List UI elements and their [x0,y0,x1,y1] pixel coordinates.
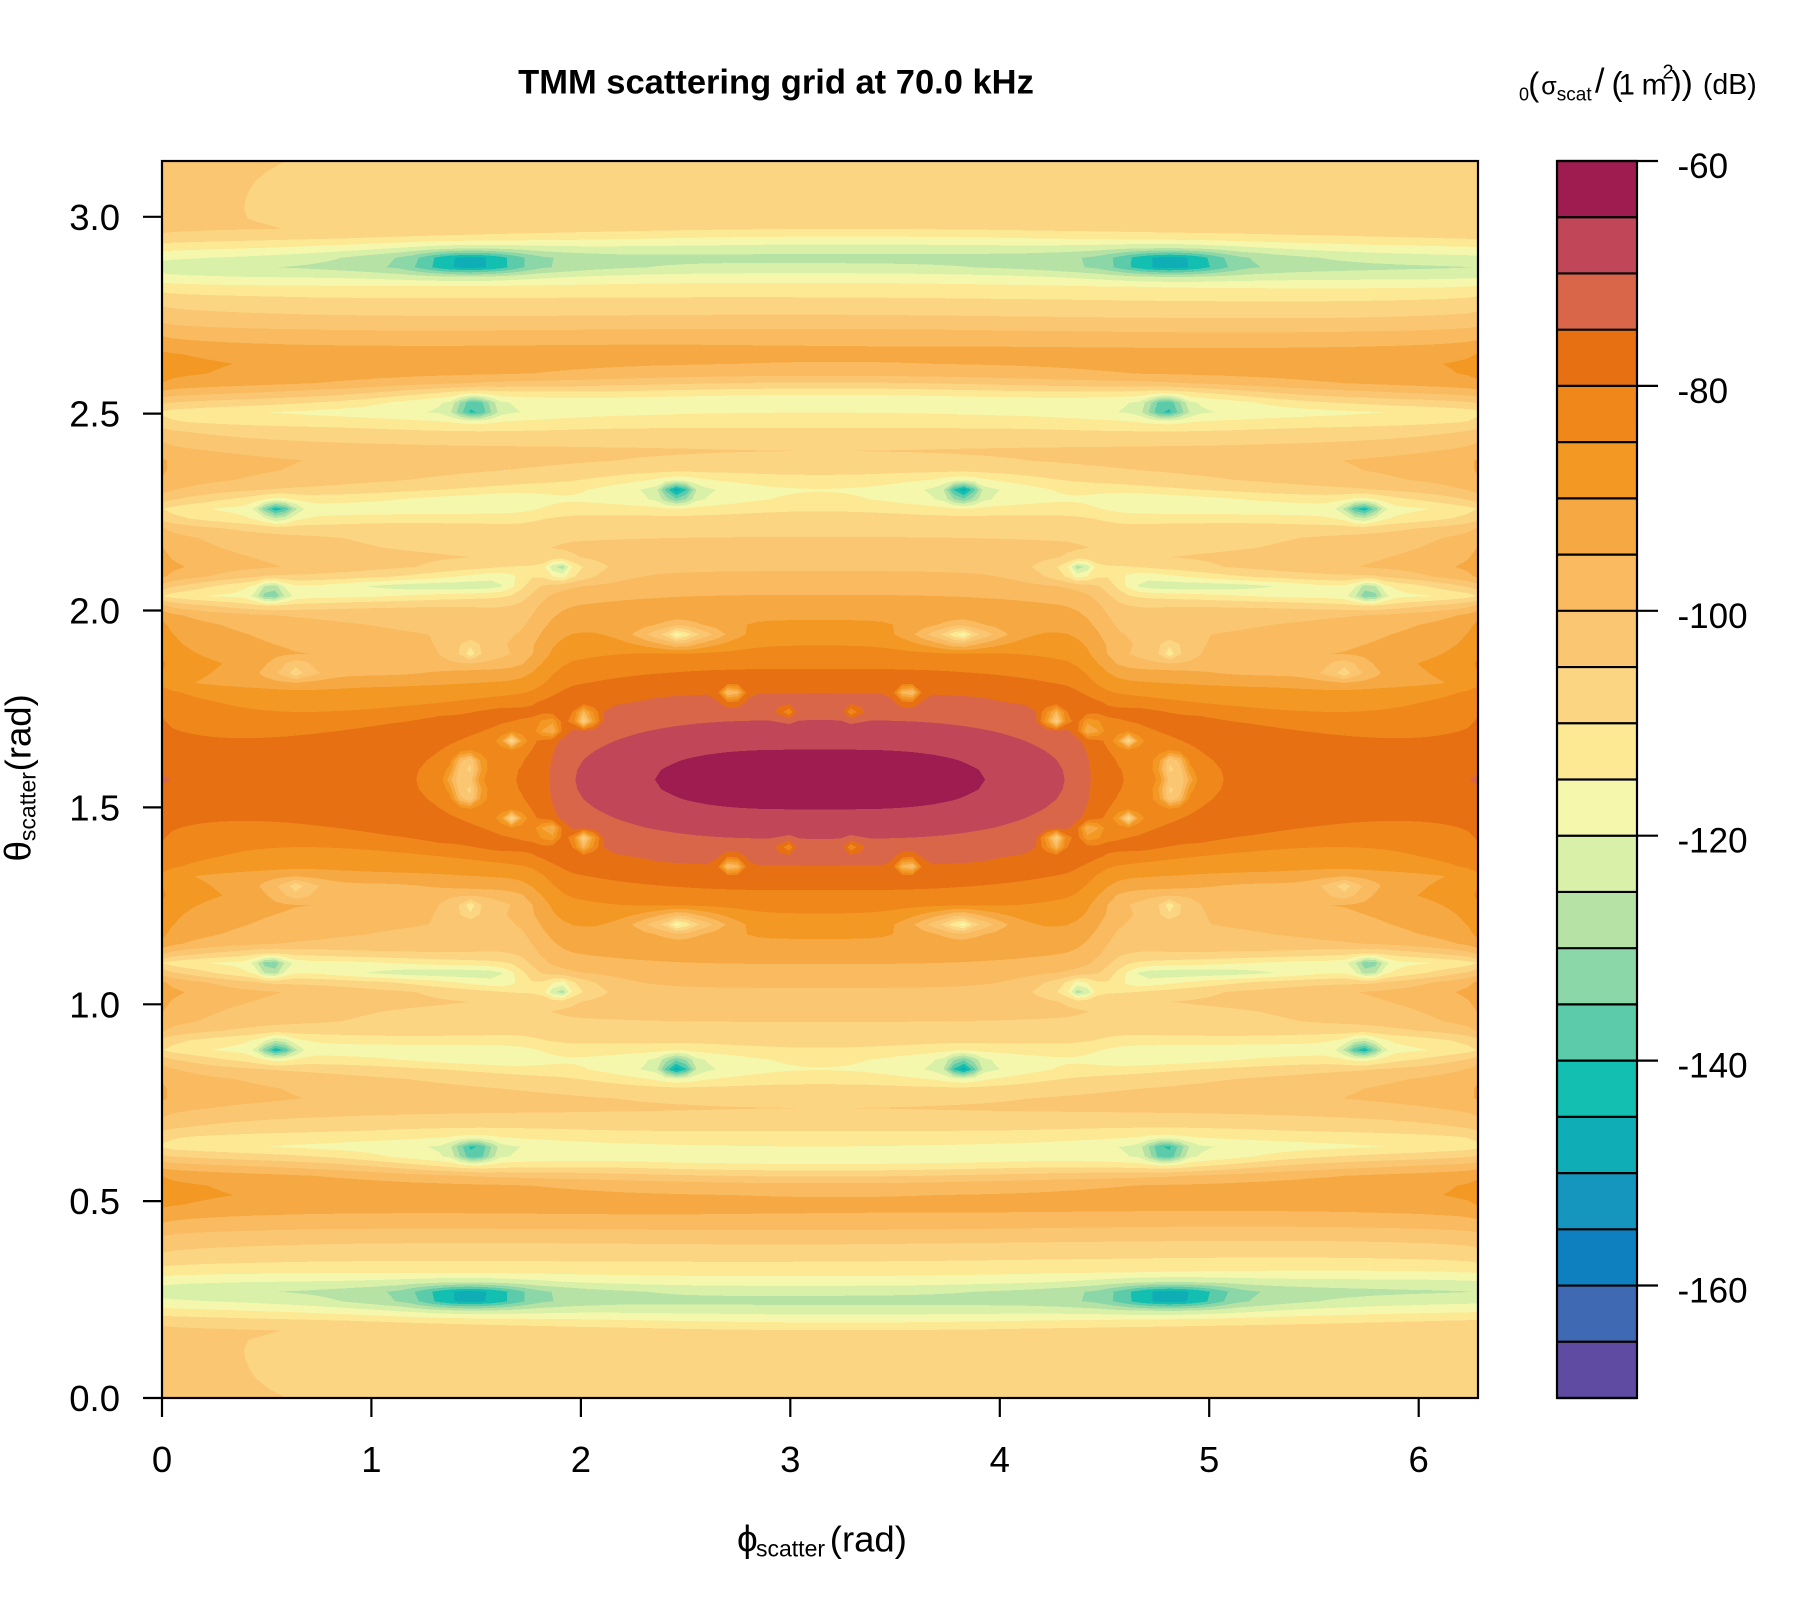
svg-text:1: 1 [1619,68,1635,101]
svg-text:(: ( [1612,65,1623,102]
svg-text:σ: σ [1541,72,1557,100]
svg-text:1.0: 1.0 [69,984,120,1025]
svg-text:2: 2 [571,1439,591,1480]
svg-text:ϕ: ϕ [737,1519,758,1560]
svg-text:-140: -140 [1678,1047,1748,1086]
svg-text:2.0: 2.0 [69,591,120,632]
svg-text:scatter: scatter [756,1536,825,1562]
svg-text:0: 0 [152,1439,172,1480]
svg-text:scat: scat [1557,84,1593,105]
svg-text:3: 3 [780,1439,800,1480]
svg-text:TMM scattering grid at 70.0 kH: TMM scattering grid at 70.0 kHz [518,64,1034,102]
svg-text:3.0: 3.0 [69,197,120,238]
svg-text:0.5: 0.5 [69,1181,120,1222]
svg-text:6: 6 [1409,1439,1429,1480]
svg-text:)): )) [1671,64,1693,101]
svg-text:-100: -100 [1678,597,1748,636]
svg-text:-120: -120 [1678,822,1748,861]
svg-text:(rad): (rad) [830,1519,907,1560]
svg-text:θ: θ [0,841,39,862]
svg-text:0: 0 [1519,84,1529,104]
svg-text:-60: -60 [1678,147,1729,186]
svg-text:-80: -80 [1678,372,1729,411]
svg-text:/: / [1595,63,1605,101]
svg-text:5: 5 [1199,1439,1219,1480]
svg-text:2: 2 [1663,61,1674,83]
svg-text:-160: -160 [1678,1272,1748,1311]
svg-text:(dB): (dB) [1703,69,1757,101]
svg-text:(rad): (rad) [0,694,39,771]
svg-text:scatter: scatter [15,772,41,841]
svg-text:1.5: 1.5 [69,787,120,828]
svg-text:m: m [1642,68,1667,101]
svg-text:4: 4 [990,1439,1010,1480]
svg-text:2.5: 2.5 [69,394,120,435]
svg-text:0.0: 0.0 [69,1378,120,1419]
svg-text:1: 1 [361,1439,381,1480]
svg-text:(: ( [1528,65,1539,102]
